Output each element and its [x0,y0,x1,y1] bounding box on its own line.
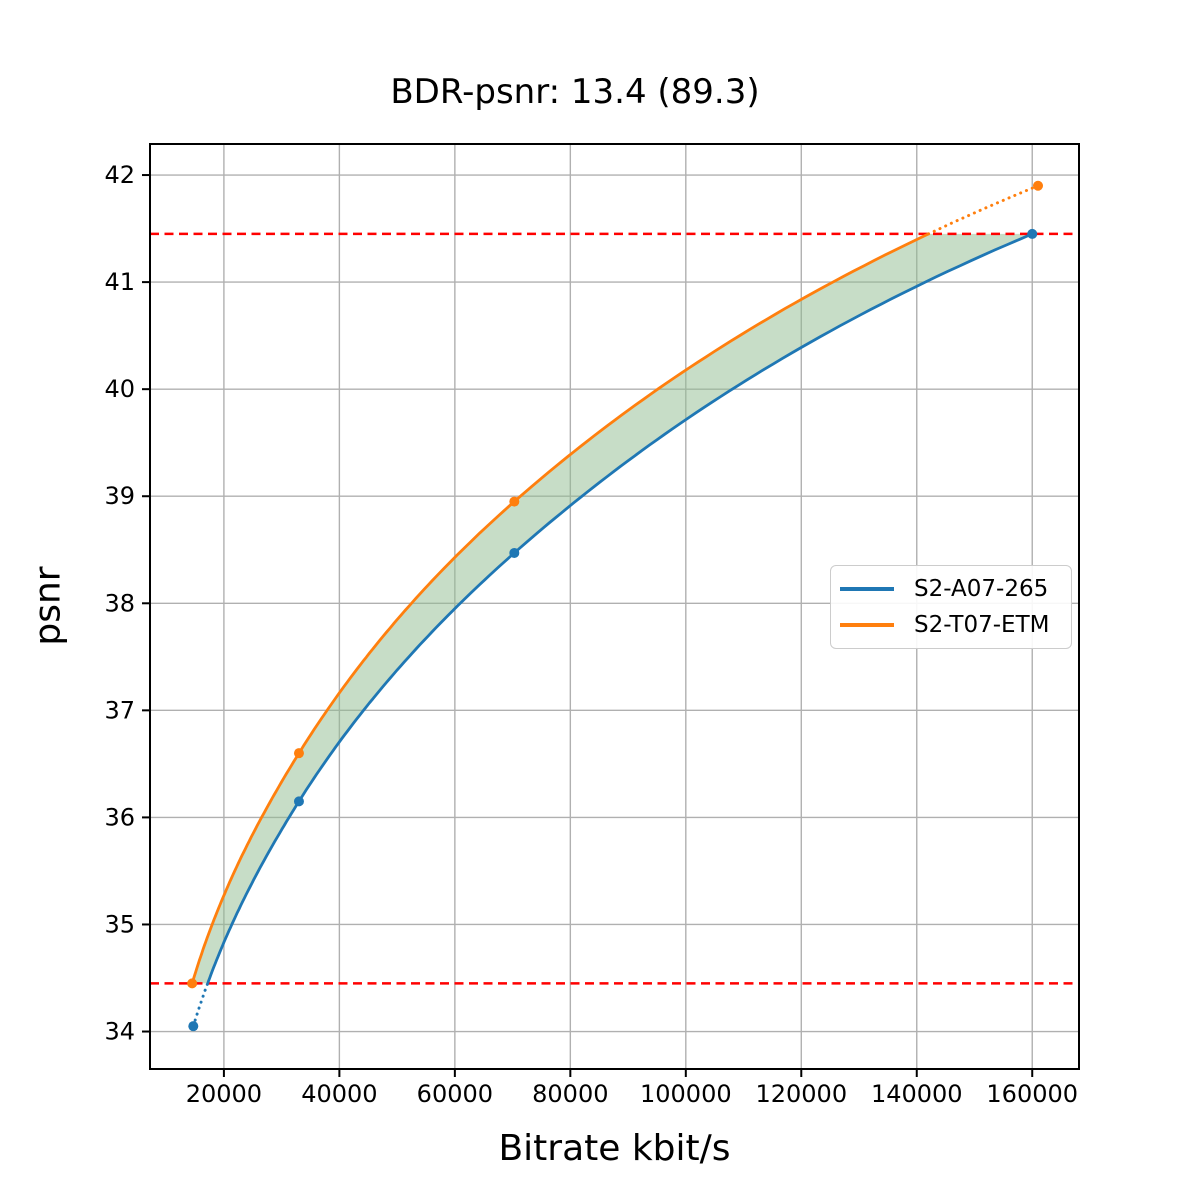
legend-entry-s2-a07-265: S2-A07-265 [840,576,1071,602]
y-axis-label: psnr [27,566,69,646]
series-s2-a07-265-data-point [1027,228,1038,239]
series-s2-a07-265-line [206,232,1033,984]
series-s2-a07-265-extrapolated-line [191,981,210,1028]
series-s2-t07-etm-data-point [187,978,198,989]
legend-label: S2-A07-265 [914,576,1049,602]
series-s2-t07-etm-data-point [1033,180,1044,191]
y-tick-label: 39 [104,482,135,510]
series-s2-t07-etm-data-point [293,748,304,759]
y-tick-label: 42 [104,161,135,189]
x-tick-label: 20000 [186,1080,262,1108]
x-tick-label: 140000 [871,1080,963,1108]
legend-line-sample-icon [840,587,894,591]
chart-title: BDR-psnr: 13.4 (89.3) [390,72,760,112]
x-tick-label: 160000 [986,1080,1078,1108]
axes-spines [149,143,1080,1070]
y-tick-label: 34 [104,1018,135,1046]
series-s2-t07-etm-data-point [509,496,520,507]
x-tick-label: 40000 [301,1080,377,1108]
x-tick-label: 60000 [417,1080,493,1108]
series-s2-a07-265-data-point [509,547,520,558]
series-s2-a07-265-data-point [293,796,304,807]
legend: S2-A07-265 S2-T07-ETM [830,565,1072,649]
y-tick-label: 38 [104,589,135,617]
y-tick-label: 40 [104,375,135,403]
series-s2-t07-etm-line [190,232,930,984]
x-tick-label: 100000 [640,1080,732,1108]
series-s2-a07-265-data-point [188,1021,199,1032]
legend-line-sample-icon [840,623,894,627]
y-tick-label: 36 [104,803,135,831]
series-s2-t07-etm-extrapolated-line [927,184,1040,236]
x-axis-label: Bitrate kbit/s [498,1128,731,1169]
y-tick-label: 37 [104,696,135,724]
x-tick-label: 120000 [755,1080,847,1108]
y-tick-label: 35 [104,910,135,938]
legend-entry-s2-t07-etm: S2-T07-ETM [840,612,1071,638]
x-tick-label: 80000 [532,1080,608,1108]
legend-label: S2-T07-ETM [914,612,1050,638]
y-tick-label: 41 [104,268,135,296]
